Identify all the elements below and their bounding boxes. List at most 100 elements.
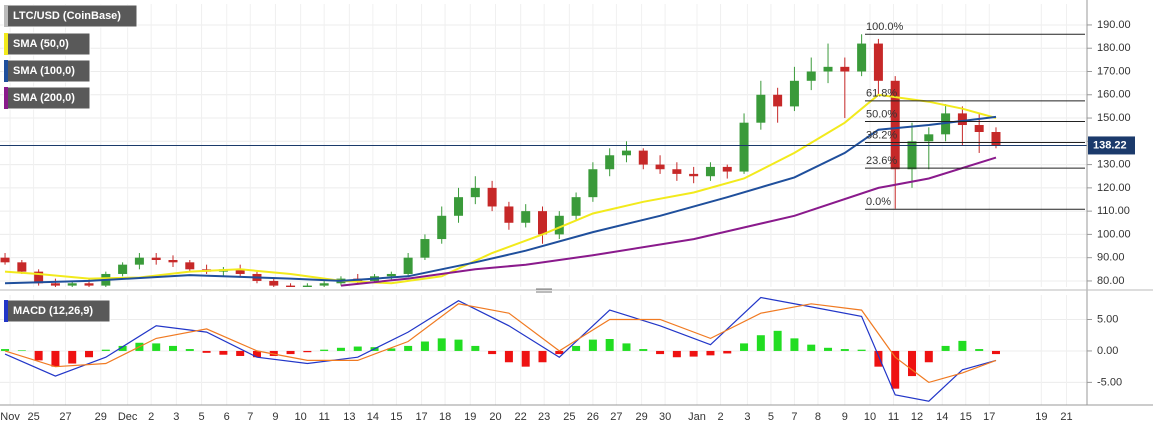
- y-tick-label: -5.00: [1097, 376, 1122, 388]
- candle-body: [857, 43, 867, 72]
- candle-body: [437, 215, 447, 240]
- histogram-bar: [118, 345, 127, 351]
- y-tick-label: 190.00: [1097, 19, 1131, 31]
- histogram-bar: [991, 350, 1000, 355]
- candle-body: [84, 283, 94, 286]
- last-price-box: [1088, 136, 1135, 155]
- histogram-bar: [236, 350, 245, 356]
- histogram-bar: [840, 349, 849, 351]
- candle-body: [924, 134, 934, 142]
- x-tick-label: 19: [464, 411, 476, 423]
- candle-body: [991, 132, 1001, 146]
- candle-body: [823, 66, 833, 72]
- fib-label: 0.0%: [866, 196, 891, 208]
- histogram-bar: [656, 350, 665, 355]
- x-tick-label: 5: [198, 411, 204, 423]
- candle-body: [773, 94, 783, 107]
- histogram-bar: [488, 350, 497, 355]
- y-tick-label: 80.00: [1097, 275, 1125, 287]
- y-tick-label: 170.00: [1097, 65, 1131, 77]
- x-tick-label: Nov: [0, 411, 20, 423]
- y-tick-label: 130.00: [1097, 158, 1131, 170]
- candle-body: [907, 141, 917, 170]
- legend-swatch: [4, 33, 8, 55]
- candle-body: [470, 187, 480, 198]
- histogram-bar: [101, 349, 110, 351]
- candle-body: [974, 125, 984, 133]
- histogram-bar: [219, 350, 228, 355]
- candle-body: [756, 94, 766, 123]
- legend-swatch: [4, 87, 8, 109]
- histogram-bar: [756, 335, 765, 351]
- y-tick-label: 5.00: [1097, 313, 1118, 325]
- x-tick-label: 27: [59, 411, 71, 423]
- histogram-bar: [723, 350, 732, 354]
- x-tick-label: 11: [318, 411, 329, 423]
- fib-label: 50.0%: [866, 108, 897, 120]
- histogram-bar: [504, 350, 513, 363]
- x-tick-label: 13: [343, 411, 355, 423]
- histogram-bar: [639, 349, 648, 351]
- x-tick-label: 12: [911, 411, 923, 423]
- histogram-bar: [286, 350, 295, 355]
- candle-body: [890, 80, 900, 170]
- price-panel: 100.0% 61.8% 50.0% 38.2% 23.6% 0.0%: [0, 4, 1087, 287]
- histogram-bar: [152, 343, 161, 351]
- candle-body: [739, 122, 749, 172]
- x-tick-label: Jan: [688, 411, 706, 423]
- candle-body: [873, 43, 883, 81]
- x-tick-label: Dec: [118, 411, 138, 423]
- histogram-bar: [958, 340, 967, 351]
- histogram-bar: [908, 350, 917, 377]
- x-tick-label: 29: [95, 411, 107, 423]
- candle-body: [235, 269, 245, 274]
- histogram-bar: [404, 345, 413, 351]
- legend-label: SMA (200,0): [13, 92, 75, 104]
- histogram-bar: [252, 350, 261, 358]
- x-tick-label: 10: [295, 411, 307, 423]
- x-tick-label: 15: [390, 411, 402, 423]
- line: [4, 115, 997, 285]
- candle-body: [185, 262, 195, 270]
- x-tick-label: 2: [148, 411, 154, 423]
- candle-body: [269, 280, 279, 286]
- candle-body: [134, 257, 144, 265]
- histogram-bar: [924, 350, 933, 363]
- x-tick-label: 8: [815, 411, 821, 423]
- x-tick-label: 3: [173, 411, 179, 423]
- legend-swatch: [4, 300, 8, 322]
- histogram-bar: [790, 338, 799, 351]
- candle-body: [168, 260, 178, 263]
- candle-body: [605, 155, 615, 170]
- candle-body: [302, 285, 312, 287]
- candle-body: [722, 166, 732, 172]
- candle-body: [386, 273, 396, 277]
- line: [4, 93, 997, 285]
- histogram-bar: [824, 347, 833, 351]
- histogram-bar: [538, 350, 547, 363]
- candle-body: [705, 166, 715, 177]
- legend-label: MACD (12,26,9): [13, 305, 93, 317]
- histogram-bar: [521, 350, 530, 367]
- histogram-bar: [689, 350, 698, 357]
- line: [4, 296, 997, 402]
- legend-swatch: [4, 60, 8, 82]
- y-tick-label: 160.00: [1097, 89, 1131, 101]
- y-tick-label: 180.00: [1097, 42, 1131, 54]
- fib-label: 61.8%: [866, 88, 897, 100]
- histogram-bar: [353, 346, 362, 351]
- histogram-bar: [387, 348, 396, 351]
- candle-body: [50, 283, 60, 286]
- candle-body: [840, 66, 850, 72]
- candle-body: [672, 169, 682, 174]
- candle-body: [403, 257, 413, 274]
- candle-body: [521, 211, 531, 223]
- y-tick-label: 0.00: [1097, 345, 1118, 357]
- histogram-bar: [1, 349, 10, 351]
- x-tick-label: 29: [635, 411, 647, 423]
- histogram-bar: [706, 350, 715, 356]
- x-tick-label: 17: [415, 411, 427, 423]
- candle-body: [319, 283, 329, 286]
- x-tick-label: 6: [224, 411, 230, 423]
- x-tick-label: 9: [842, 411, 848, 423]
